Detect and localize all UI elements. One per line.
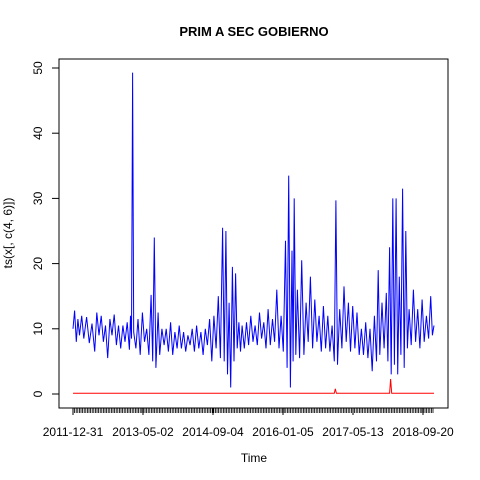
y-tick-label: 20 [31, 257, 45, 271]
y-tick-label: 40 [31, 126, 45, 140]
series-layer [72, 72, 435, 394]
x-tick-label: 2013-05-02 [112, 425, 174, 439]
y-axis: 0 10 20 30 40 50 [31, 61, 60, 397]
series-line-1 [72, 72, 435, 388]
y-tick-label: 50 [31, 61, 45, 75]
x-tick-label: 2018-09-20 [392, 425, 454, 439]
y-tick-label: 0 [31, 390, 45, 397]
x-tick-label: 2014-09-04 [182, 425, 244, 439]
chart-title: PRIM A SEC GOBIERNO [179, 24, 328, 39]
series-line-2 [73, 378, 434, 394]
y-axis-label: ts(x[, c(4, 6)]) [1, 198, 15, 269]
x-tick-label: 2011-12-31 [43, 425, 104, 439]
x-minor-ticks [72, 408, 434, 413]
x-axis-label: Time [241, 451, 268, 465]
x-tick-label: 2016-01-05 [252, 425, 314, 439]
y-tick-label: 30 [31, 191, 45, 205]
y-tick-label: 10 [31, 322, 45, 336]
x-tick-label: 2017-05-13 [322, 425, 384, 439]
x-axis: 2011-12-31 2013-05-02 2014-09-04 2016-01-05… [43, 407, 454, 439]
plot-frame [58, 58, 449, 409]
